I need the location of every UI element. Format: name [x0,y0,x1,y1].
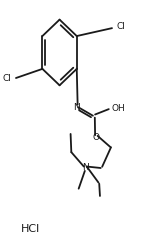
Text: Cl: Cl [3,74,12,82]
Text: OH: OH [112,104,125,113]
Text: O: O [93,133,100,142]
Text: N: N [82,164,89,172]
Text: Cl: Cl [116,22,125,31]
Text: HCl: HCl [21,224,40,234]
Text: N: N [73,103,80,112]
